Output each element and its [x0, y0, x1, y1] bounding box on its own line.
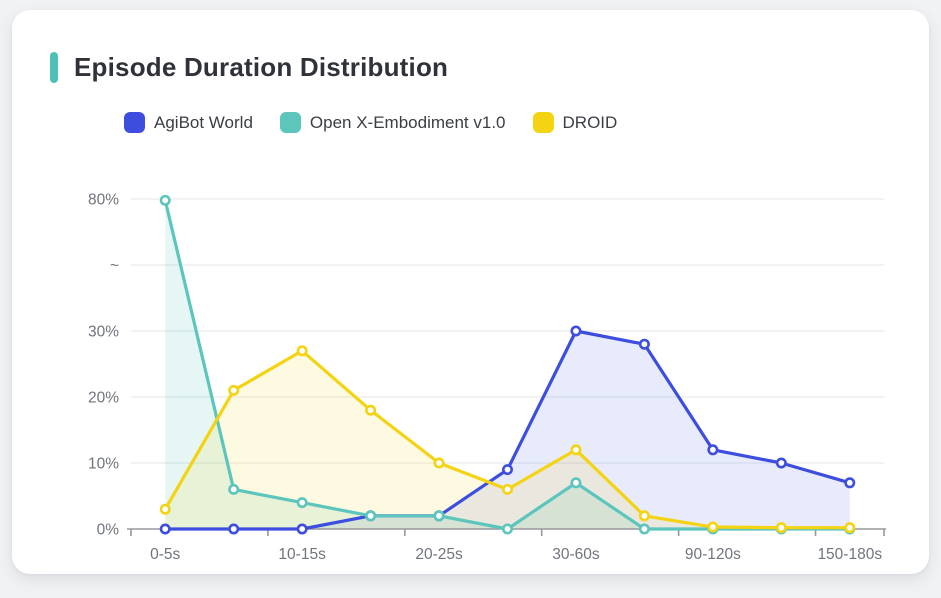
data-point-agibot-world[interactable]: [638, 338, 650, 350]
data-point-open-x-embodiment-v1-0[interactable]: [570, 477, 582, 489]
data-point-droid[interactable]: [365, 404, 377, 416]
title-accent-bar-icon: [50, 52, 58, 83]
x-axis-label: 150-180s: [817, 546, 882, 563]
x-axis-label: 20-25s: [415, 546, 463, 563]
y-axis-label: 0%: [97, 522, 120, 539]
x-axis-label: 30-60s: [552, 546, 600, 563]
data-point-agibot-world[interactable]: [844, 477, 856, 489]
series-area-agibot-world: [165, 331, 850, 529]
data-point-droid[interactable]: [638, 510, 650, 522]
data-point-open-x-embodiment-v1-0[interactable]: [228, 483, 240, 495]
data-point-droid[interactable]: [159, 503, 171, 515]
legend-swatch-icon: [124, 112, 145, 133]
data-point-droid[interactable]: [707, 521, 719, 533]
legend-item-droid[interactable]: DROID: [532, 112, 618, 133]
legend-item-open-x-embodiment-v1-0[interactable]: Open X-Embodiment v1.0: [279, 112, 506, 133]
data-point-droid[interactable]: [775, 522, 787, 534]
chart-legend: AgiBot World Open X-Embodiment v1.0 DROID: [124, 112, 617, 133]
legend-label: DROID: [562, 112, 618, 132]
card-header: Episode Duration Distribution: [50, 52, 448, 83]
data-point-agibot-world[interactable]: [570, 325, 582, 337]
data-point-agibot-world[interactable]: [501, 464, 513, 476]
data-point-droid[interactable]: [228, 384, 240, 396]
page-title: Episode Duration Distribution: [74, 52, 449, 82]
data-point-open-x-embodiment-v1-0[interactable]: [501, 523, 513, 535]
data-point-droid[interactable]: [570, 444, 582, 456]
data-point-agibot-world[interactable]: [775, 457, 787, 469]
data-point-droid[interactable]: [296, 345, 308, 357]
data-point-agibot-world[interactable]: [707, 444, 719, 456]
data-point-open-x-embodiment-v1-0[interactable]: [159, 194, 171, 206]
x-axis-label: 0-5s: [150, 546, 180, 563]
data-point-droid[interactable]: [501, 483, 513, 495]
y-axis-label: ~: [110, 258, 119, 275]
episode-duration-chart: 0% 10% 20% 30% ~80% 0-5s 10-15s 20-25s 30-60s 90-…: [88, 192, 886, 563]
legend-swatch-icon: [279, 112, 301, 133]
data-point-open-x-embodiment-v1-0[interactable]: [638, 523, 650, 535]
data-point-agibot-world[interactable]: [159, 523, 171, 535]
series-area-droid: [165, 350, 850, 529]
data-point-open-x-embodiment-v1-0[interactable]: [433, 510, 445, 522]
series-area-open-x-embodiment-v1-0: [165, 200, 850, 529]
data-point-agibot-world[interactable]: [296, 523, 308, 535]
legend-item-agibot-world[interactable]: AgiBot World: [124, 112, 253, 133]
data-point-open-x-embodiment-v1-0[interactable]: [296, 497, 308, 509]
legend-label: Open X-Embodiment v1.0: [309, 112, 506, 132]
data-point-droid[interactable]: [844, 522, 856, 534]
y-axis-label: 10%: [88, 456, 119, 473]
legend-swatch-icon: [532, 112, 554, 133]
data-point-open-x-embodiment-v1-0[interactable]: [365, 510, 377, 522]
chart-card: Episode Duration Distribution AgiBot Wor…: [12, 10, 929, 574]
data-point-droid[interactable]: [433, 457, 445, 469]
y-axis-label: 80%: [88, 192, 119, 209]
x-axis-label: 10-15s: [278, 546, 326, 563]
y-axis-label: 20%: [88, 390, 119, 407]
data-point-agibot-world[interactable]: [228, 523, 240, 535]
legend-label: AgiBot World: [154, 112, 253, 132]
y-axis-label: 30%: [88, 324, 119, 341]
x-axis-label: 90-120s: [685, 546, 741, 563]
